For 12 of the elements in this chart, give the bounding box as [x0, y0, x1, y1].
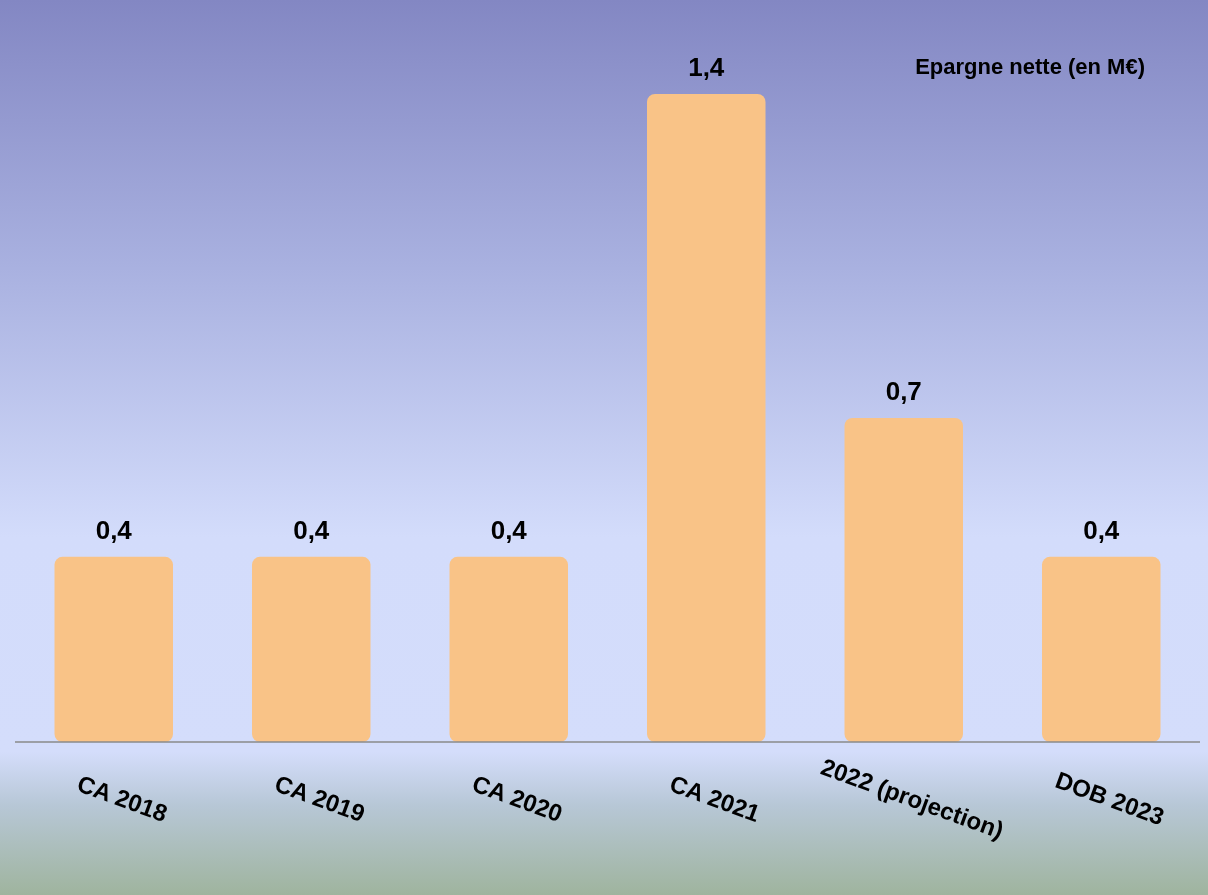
x-tick-label: CA 2019: [271, 769, 369, 827]
data-label: 0,7: [885, 376, 922, 407]
data-label: 0,4: [293, 515, 330, 546]
x-tick-label: DOB 2023: [1052, 766, 1168, 831]
chart-title: Epargne nette (en M€): [915, 54, 1145, 80]
x-tick-label: CA 2020: [468, 769, 567, 827]
data-label: 1,4: [688, 52, 725, 83]
x-tick-label: CA 2018: [73, 769, 172, 827]
data-label: 0,4: [95, 515, 133, 546]
data-label: 0,4: [490, 515, 528, 546]
x-tick-label: CA 2021: [666, 769, 764, 827]
data-label: 0,4: [1083, 515, 1120, 546]
